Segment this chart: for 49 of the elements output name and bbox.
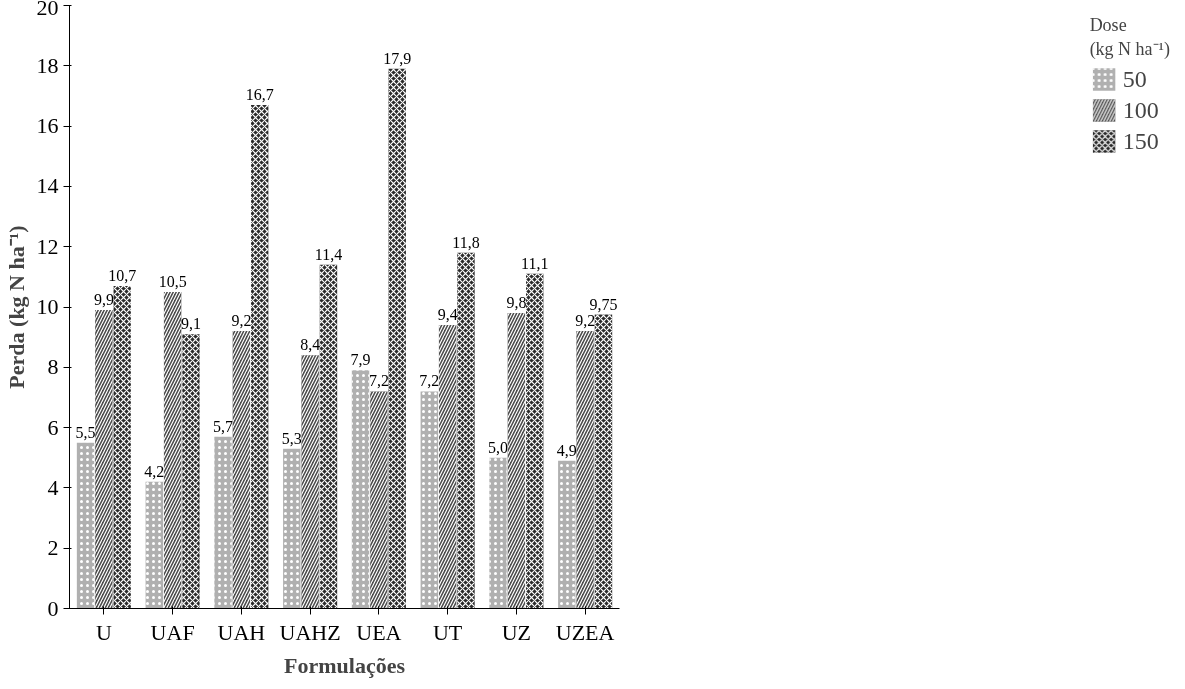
y-tick-label: 16 — [36, 113, 59, 139]
x-axis-title: Formulações — [284, 652, 406, 678]
data-label: 9,2 — [575, 312, 596, 330]
data-label: 7,2 — [368, 372, 389, 390]
y-axis-title: Perda (kg N ha⁻¹) — [3, 225, 29, 389]
data-label: 7,9 — [350, 351, 371, 369]
legend-title: Dose (kg N ha⁻¹) — [1089, 15, 1170, 60]
y-tick-label: 0 — [47, 595, 59, 621]
data-label: 7,2 — [419, 372, 440, 390]
y-tick-label: 12 — [36, 233, 59, 259]
y-tick-label: 20 — [36, 0, 59, 20]
data-label: 9,1 — [180, 315, 201, 333]
data-label: 11,1 — [521, 254, 549, 272]
data-label: 9,9 — [93, 291, 114, 309]
x-tick-label: UT — [432, 619, 463, 645]
data-label: 9,2 — [231, 312, 252, 330]
legend-label: 100 — [1122, 96, 1159, 124]
data-label: 5,7 — [213, 417, 234, 435]
data-label: 10,7 — [108, 266, 137, 284]
x-tick-label: UZ — [501, 619, 532, 645]
data-label: 4,2 — [144, 462, 165, 480]
y-tick-label: 14 — [36, 173, 59, 199]
data-label: 11,4 — [314, 245, 343, 263]
data-label: 11,8 — [452, 233, 480, 251]
data-label: 10,5 — [158, 272, 187, 290]
data-label: 9,4 — [437, 306, 458, 324]
data-label: 8,4 — [300, 336, 321, 354]
data-label: 9,8 — [506, 294, 527, 312]
data-label: 5,0 — [488, 438, 509, 456]
data-label: 4,9 — [556, 441, 577, 459]
x-tick-label: UAH — [217, 619, 266, 645]
x-tick-label: U — [95, 619, 112, 645]
data-label: 5,3 — [281, 429, 302, 447]
legend-label: 50 — [1122, 65, 1147, 93]
x-tick-label: UEA — [356, 619, 402, 645]
legend-label: 150 — [1122, 127, 1159, 155]
data-label: 16,7 — [245, 86, 274, 103]
y-tick-label: 18 — [36, 52, 59, 78]
x-tick-label: UZEA — [555, 619, 615, 645]
x-tick-label: UAF — [150, 619, 195, 645]
y-tick-label: 2 — [47, 535, 59, 561]
data-label: 5,5 — [75, 423, 96, 441]
y-tick-label: 4 — [47, 474, 59, 500]
y-tick-label: 10 — [36, 294, 59, 319]
y-tick-label: 8 — [47, 354, 59, 380]
x-tick-label: UAHZ — [279, 619, 341, 645]
y-tick-label: 6 — [47, 414, 59, 440]
data-label: 17,9 — [383, 49, 412, 67]
data-label: 9,75 — [589, 295, 618, 313]
